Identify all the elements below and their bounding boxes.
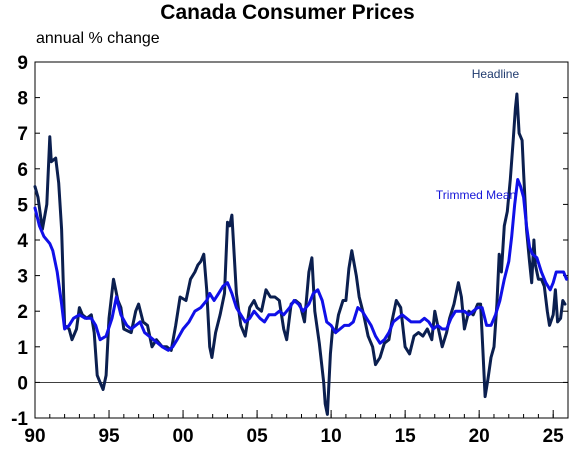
trimmed-mean-label: Trimmed Mean <box>436 188 516 202</box>
y-tick-label: 8 <box>17 89 28 110</box>
x-tick-label: 10 <box>321 426 342 447</box>
x-tick-label: 25 <box>543 426 565 447</box>
y-tick-label: 5 <box>17 195 28 216</box>
y-tick-label: 2 <box>17 302 28 323</box>
y-tick-label: 1 <box>17 338 28 359</box>
y-tick-label: 4 <box>17 231 28 252</box>
chart-subtitle: annual % change <box>36 30 160 47</box>
x-tick-label: 90 <box>24 426 45 447</box>
y-tick-label: 3 <box>17 267 28 288</box>
y-tick-label: 0 <box>17 373 28 394</box>
x-tick-label: 15 <box>395 426 417 447</box>
chart-title: Canada Consumer Prices <box>160 1 415 24</box>
x-tick-label: 00 <box>172 426 193 447</box>
y-tick-label: 9 <box>17 53 28 74</box>
y-tick-label: -1 <box>11 409 28 430</box>
trimmed-mean-line <box>33 178 568 352</box>
plot-frame <box>34 61 569 419</box>
x-tick-label: 95 <box>98 426 120 447</box>
y-tick-label: 6 <box>17 160 28 181</box>
x-tick-label: 05 <box>247 426 269 447</box>
headline-label: Headline <box>472 67 520 81</box>
headline-line <box>33 92 567 416</box>
x-tick-label: 20 <box>469 426 490 447</box>
y-tick-label: 7 <box>17 124 28 145</box>
